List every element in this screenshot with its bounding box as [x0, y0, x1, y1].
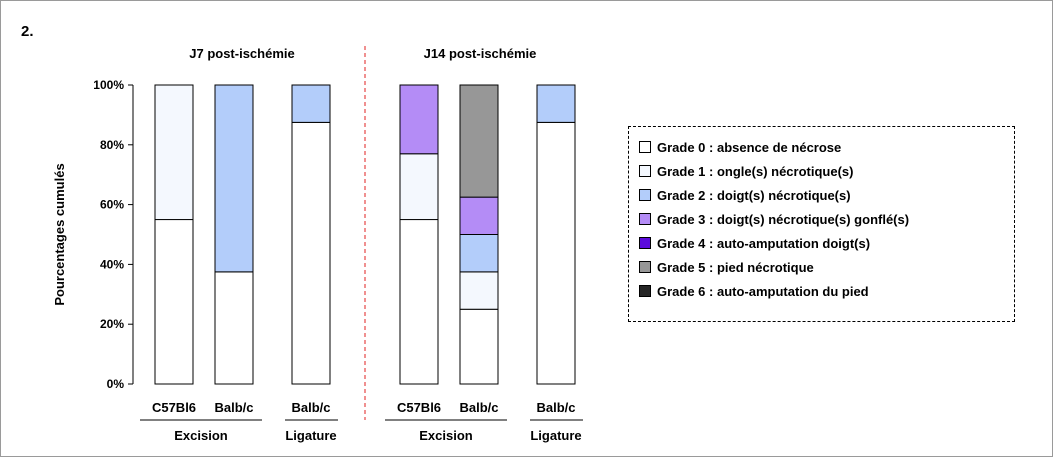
bar-stack — [214, 84, 254, 385]
bar-segment — [214, 271, 254, 385]
bar-stack — [536, 84, 576, 385]
stacked-bar-chart: 0% 20% 40% 60% 80% 100% Pourcentages cumulés J7… — [52, 46, 583, 443]
bar-segment — [399, 219, 439, 385]
legend-label: Grade 2 : doigt(s) nécrotique(s) — [657, 187, 851, 203]
bar-stack — [459, 84, 499, 385]
bar-label: Balb/c — [536, 400, 575, 415]
chart-labels: 0% 20% 40% 60% 80% 100% Pourcentages cumulés J7… — [52, 46, 582, 443]
y-tick-label: 20% — [100, 317, 124, 331]
y-tick-label: 100% — [93, 78, 124, 92]
group-label: Excision — [174, 428, 228, 443]
bar-label: C57Bl6 — [397, 400, 441, 415]
bar-segment — [459, 234, 499, 273]
group-label: Ligature — [285, 428, 336, 443]
panel-title: J14 post-ischémie — [424, 46, 537, 61]
legend-swatch — [639, 261, 651, 273]
bar-segment — [459, 271, 499, 310]
legend-label: Grade 6 : auto-amputation du pied — [657, 283, 869, 299]
bar-segment — [154, 84, 194, 221]
legend-label: Grade 4 : auto-amputation doigt(s) — [657, 235, 871, 251]
legend-label: Grade 5 : pied nécrotique — [657, 259, 814, 275]
legend-item: Grade 0 : absence de nécrose — [639, 139, 841, 155]
legend-swatch — [639, 213, 651, 225]
legend-item: Grade 1 : ongle(s) nécrotique(s) — [639, 163, 853, 179]
bar-segment — [459, 196, 499, 235]
y-tick-label: 40% — [100, 257, 124, 271]
chart-axes — [128, 46, 583, 421]
y-tick-label: 0% — [107, 377, 125, 391]
bar-label: Balb/c — [291, 400, 330, 415]
bar-segment — [399, 153, 439, 221]
bar-segment — [536, 84, 576, 123]
figure-label: 2. — [21, 23, 34, 40]
panel-title: J7 post-ischémie — [189, 46, 295, 61]
legend-swatch — [639, 285, 651, 297]
legend-item: Grade 5 : pied nécrotique — [639, 259, 814, 275]
bar-segment — [291, 84, 331, 123]
bar-label: Balb/c — [459, 400, 498, 415]
legend-swatch — [639, 237, 651, 249]
bar-segment — [399, 84, 439, 155]
bar-stack — [291, 84, 331, 385]
bar-segment — [154, 219, 194, 385]
legend-label: Grade 0 : absence de nécrose — [657, 139, 842, 155]
legend-item: Grade 2 : doigt(s) nécrotique(s) — [639, 187, 851, 203]
legend-item: Grade 4 : auto-amputation doigt(s) — [639, 235, 870, 251]
legend-item: Grade 3 : doigt(s) nécrotique(s) gonflé(… — [639, 211, 909, 227]
y-tick-label: 80% — [100, 138, 124, 152]
chart-bars — [154, 84, 576, 385]
legend: Grade 0 : absence de nécrose Grade 1 : on… — [628, 126, 1015, 322]
bar-label: Balb/c — [214, 400, 253, 415]
bar-label: C57Bl6 — [152, 400, 196, 415]
legend-item: Grade 6 : auto-amputation du pied — [639, 283, 869, 299]
legend-swatch — [639, 141, 651, 153]
y-tick-label: 60% — [100, 198, 124, 212]
group-label: Ligature — [530, 428, 581, 443]
legend-swatch — [639, 189, 651, 201]
bar-segment — [459, 308, 499, 385]
bar-segment — [214, 84, 254, 273]
group-label: Excision — [419, 428, 473, 443]
y-axis-title: Pourcentages cumulés — [52, 163, 67, 305]
bar-segment — [459, 84, 499, 198]
legend-swatch — [639, 165, 651, 177]
legend-label: Grade 3 : doigt(s) nécrotique(s) gonflé(… — [657, 211, 910, 227]
bar-stack — [399, 84, 439, 385]
bar-segment — [291, 121, 331, 385]
bar-segment — [536, 121, 576, 385]
legend-label: Grade 1 : ongle(s) nécrotique(s) — [657, 163, 854, 179]
bar-stack — [154, 84, 194, 385]
